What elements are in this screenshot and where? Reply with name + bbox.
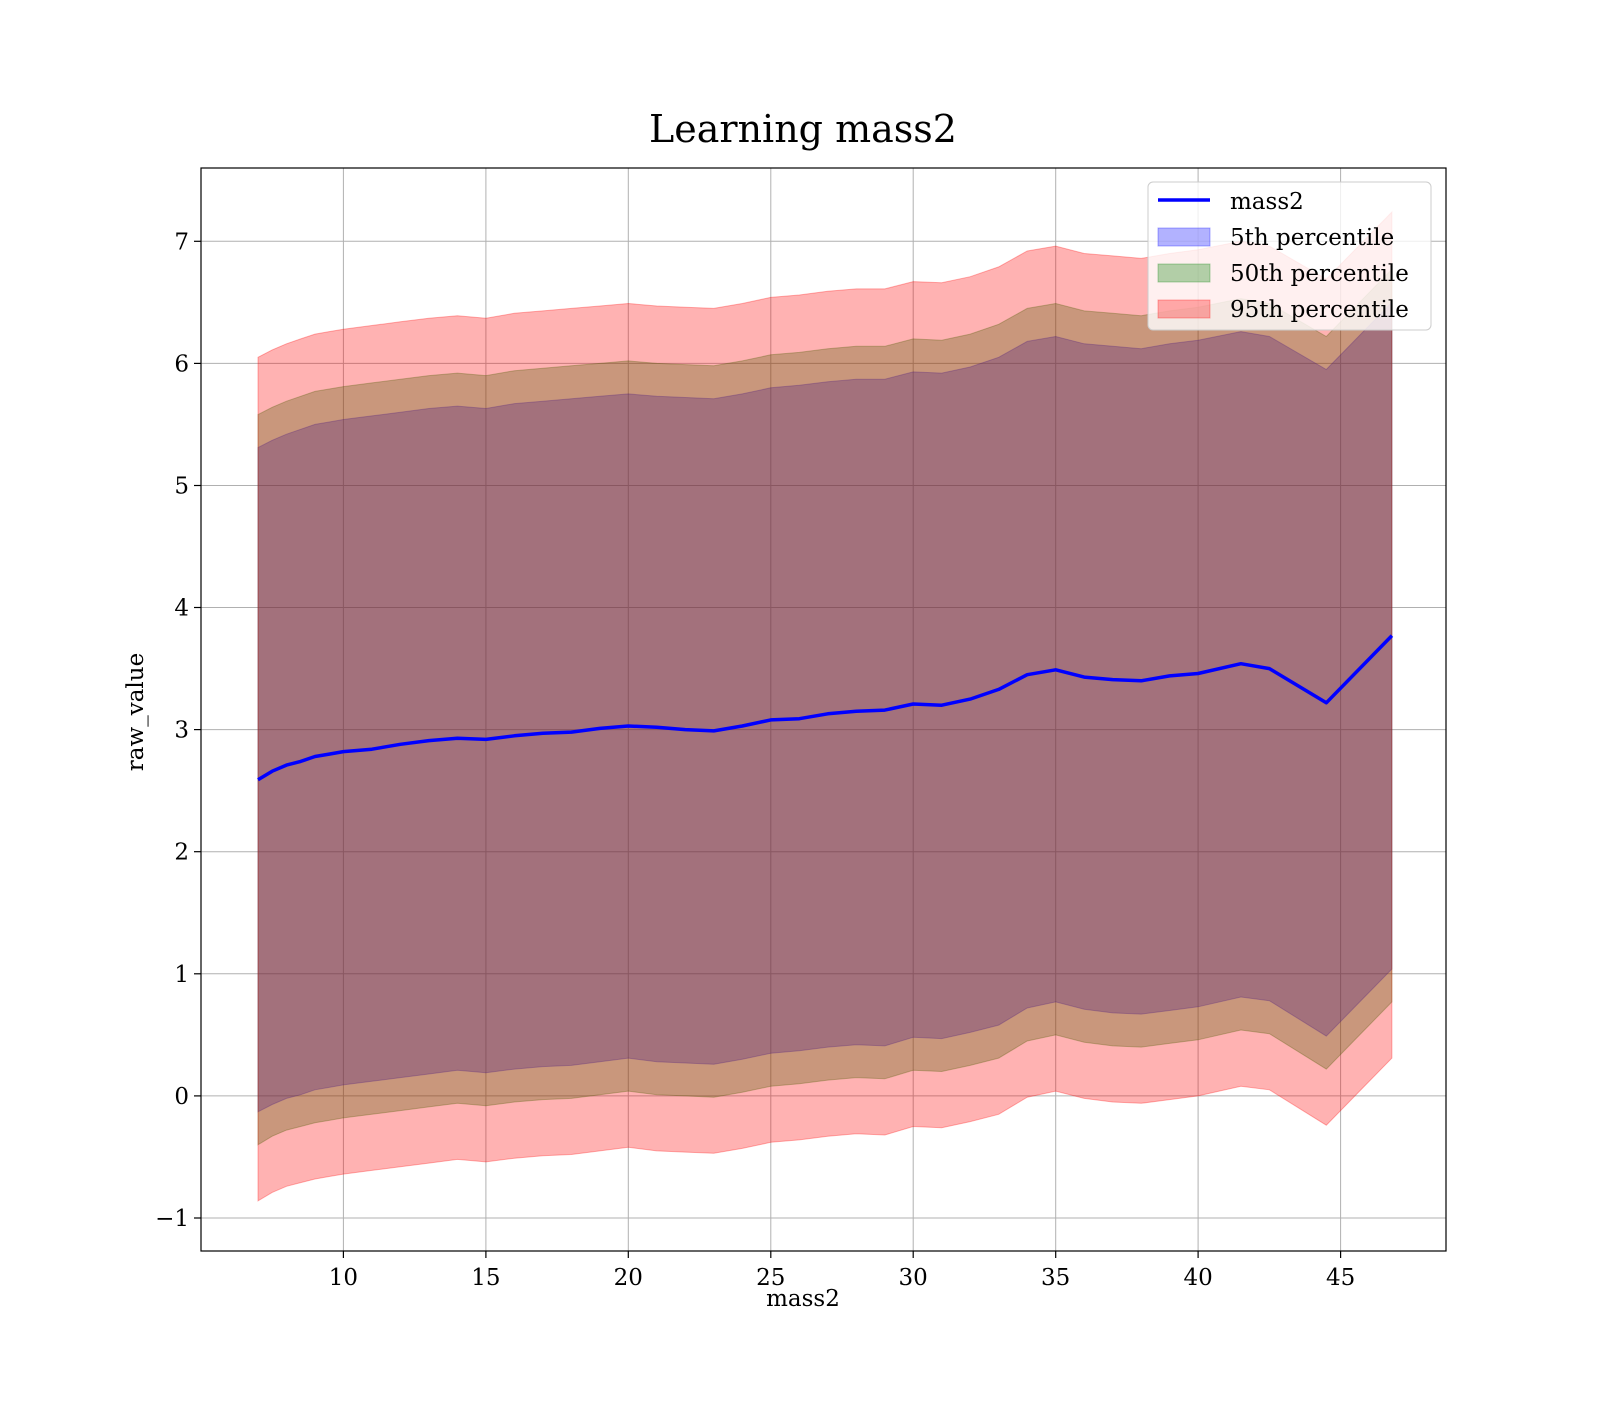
x-axis-ticks: 10 15 20 25 30 35 40 45 — [329, 1251, 1355, 1291]
y-tick-label: 0 — [174, 1084, 189, 1110]
y-tick-label: 2 — [174, 840, 189, 866]
x-tick-label: 30 — [899, 1265, 928, 1291]
y-tick-label: 7 — [174, 229, 189, 255]
legend-swatch-5th — [1157, 227, 1211, 247]
x-tick-label: 35 — [1041, 1265, 1070, 1291]
x-tick-label: 40 — [1183, 1265, 1212, 1291]
legend-box — [1147, 181, 1432, 331]
band-50th-percentile — [257, 268, 1393, 1146]
x-tick-label: 10 — [329, 1265, 358, 1291]
series-lines — [257, 634, 1394, 782]
legend-label-mass2: mass2 — [1230, 189, 1304, 215]
y-tick-label: 4 — [174, 596, 189, 622]
x-tick-label: 15 — [471, 1265, 500, 1291]
band-95th-percentile — [257, 210, 1393, 1202]
percentile-bands — [257, 210, 1393, 1202]
legend-swatch-95th — [1157, 299, 1211, 319]
y-axis-ticks: −1 0 1 2 3 4 5 6 7 — [155, 229, 201, 1232]
y-tick-label: 5 — [174, 474, 189, 500]
legend-label-50th: 50th percentile — [1230, 261, 1409, 287]
y-tick-label: −1 — [155, 1206, 189, 1232]
legend-label-95th: 95th percentile — [1230, 297, 1409, 323]
chart-title: Learning mass2 — [649, 107, 957, 151]
y-axis-label: raw_value — [123, 653, 149, 771]
legend-swatch-50th — [1157, 263, 1211, 283]
legend-label-5th: 5th percentile — [1230, 225, 1394, 251]
plot-frame — [200, 167, 1447, 1252]
grid-lines — [201, 168, 1446, 1251]
x-tick-label: 45 — [1326, 1265, 1355, 1291]
y-tick-label: 6 — [174, 351, 189, 377]
band-5th-percentile — [257, 301, 1393, 1113]
y-tick-label: 3 — [174, 718, 189, 744]
legend: mass2 5th percentile 50th percentile 95t… — [1147, 181, 1432, 331]
x-tick-label: 20 — [614, 1265, 643, 1291]
series-line-mass2 — [257, 634, 1394, 782]
y-tick-label: 1 — [174, 962, 189, 988]
x-axis-label: mass2 — [766, 1286, 840, 1312]
x-tick-label: 25 — [756, 1265, 785, 1291]
